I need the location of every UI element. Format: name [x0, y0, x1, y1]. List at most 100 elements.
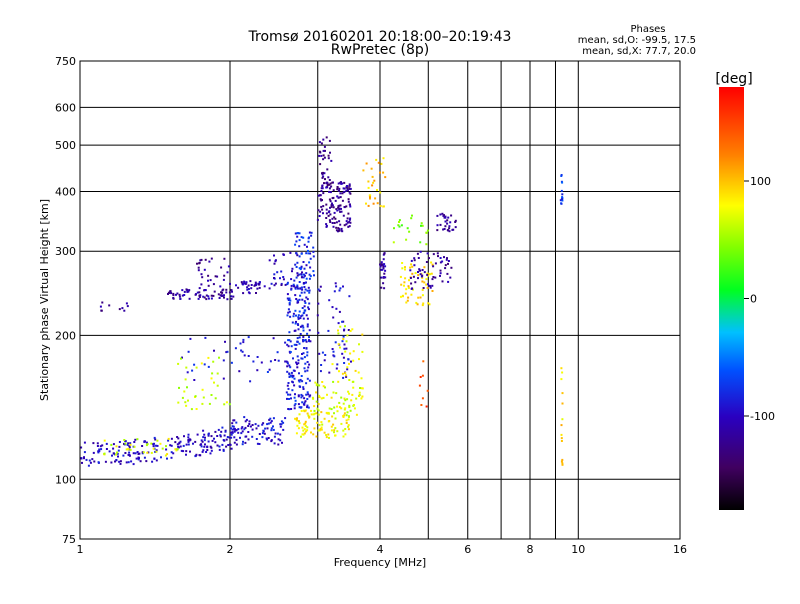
data-point	[344, 372, 347, 374]
data-point	[303, 300, 306, 303]
data-point	[286, 343, 289, 346]
data-point	[172, 292, 175, 295]
data-point	[274, 432, 277, 435]
data-point	[305, 277, 308, 280]
data-point	[449, 221, 452, 224]
data-point	[137, 458, 140, 461]
data-point	[231, 422, 234, 425]
data-point	[339, 325, 342, 328]
data-point	[257, 424, 260, 427]
data-point	[222, 377, 225, 380]
data-point	[348, 404, 351, 407]
data-point	[303, 273, 305, 276]
data-point	[174, 441, 177, 444]
data-point	[439, 261, 442, 264]
data-point	[303, 291, 306, 294]
data-point	[270, 420, 273, 423]
data-point	[276, 432, 279, 435]
data-point	[101, 301, 104, 304]
data-point	[230, 297, 233, 300]
data-point	[444, 215, 447, 218]
data-point	[347, 329, 350, 331]
data-point	[223, 296, 225, 299]
data-point	[261, 436, 264, 439]
data-point	[343, 343, 346, 346]
data-point	[244, 420, 247, 423]
data-point	[360, 397, 363, 400]
data-point	[352, 350, 355, 353]
data-point	[379, 171, 381, 174]
data-point	[302, 326, 305, 329]
data-point	[312, 270, 315, 273]
data-point	[239, 436, 241, 439]
data-point	[299, 333, 302, 335]
data-point	[225, 401, 228, 404]
data-point	[228, 403, 231, 406]
data-point	[306, 426, 309, 429]
data-point	[261, 423, 264, 426]
data-point	[382, 205, 385, 208]
data-point	[269, 360, 272, 363]
colorbar-tick-label: 0	[750, 293, 757, 306]
data-point	[312, 250, 315, 253]
data-point	[334, 199, 337, 202]
data-point	[306, 325, 309, 328]
data-point	[277, 443, 280, 446]
data-point	[339, 196, 342, 199]
data-point	[115, 445, 118, 448]
data-point	[258, 281, 261, 284]
data-point	[225, 438, 228, 441]
data-point	[301, 298, 304, 301]
data-point	[294, 402, 297, 405]
data-point	[273, 254, 275, 257]
data-point	[439, 213, 442, 216]
data-point	[349, 192, 352, 195]
data-point	[227, 265, 230, 268]
data-point	[436, 229, 439, 232]
data-point	[224, 430, 227, 433]
data-point	[146, 451, 149, 454]
data-point	[342, 187, 345, 190]
data-point	[260, 361, 263, 364]
data-point	[418, 384, 421, 387]
data-point	[342, 356, 345, 359]
data-point	[312, 433, 315, 436]
data-point	[306, 323, 309, 326]
data-point	[154, 450, 157, 453]
data-point	[209, 452, 212, 455]
data-point	[345, 205, 348, 208]
data-point	[353, 407, 356, 410]
data-point	[232, 295, 235, 298]
data-point	[417, 277, 419, 280]
data-point	[251, 428, 254, 431]
data-point	[342, 402, 345, 405]
data-point	[302, 352, 305, 355]
data-point	[110, 461, 113, 464]
data-point	[332, 225, 335, 228]
data-point	[354, 369, 357, 372]
data-point	[330, 408, 333, 411]
data-point	[367, 186, 370, 189]
data-point	[289, 251, 292, 254]
data-point	[301, 380, 304, 383]
data-point	[295, 343, 298, 346]
data-point	[221, 426, 224, 429]
data-point	[143, 440, 146, 443]
data-point	[174, 448, 177, 451]
data-point	[305, 340, 308, 343]
data-point	[365, 162, 368, 165]
data-point	[254, 423, 257, 426]
data-point	[308, 291, 311, 294]
data-point	[207, 284, 210, 287]
data-point	[214, 397, 217, 400]
data-point	[308, 302, 311, 305]
data-point	[332, 391, 335, 394]
data-point	[229, 282, 231, 285]
data-point	[294, 263, 297, 266]
data-point	[273, 277, 275, 279]
data-point	[295, 240, 298, 243]
data-point	[380, 261, 383, 264]
data-point	[281, 441, 283, 444]
data-point	[183, 294, 186, 296]
data-point	[296, 299, 299, 302]
